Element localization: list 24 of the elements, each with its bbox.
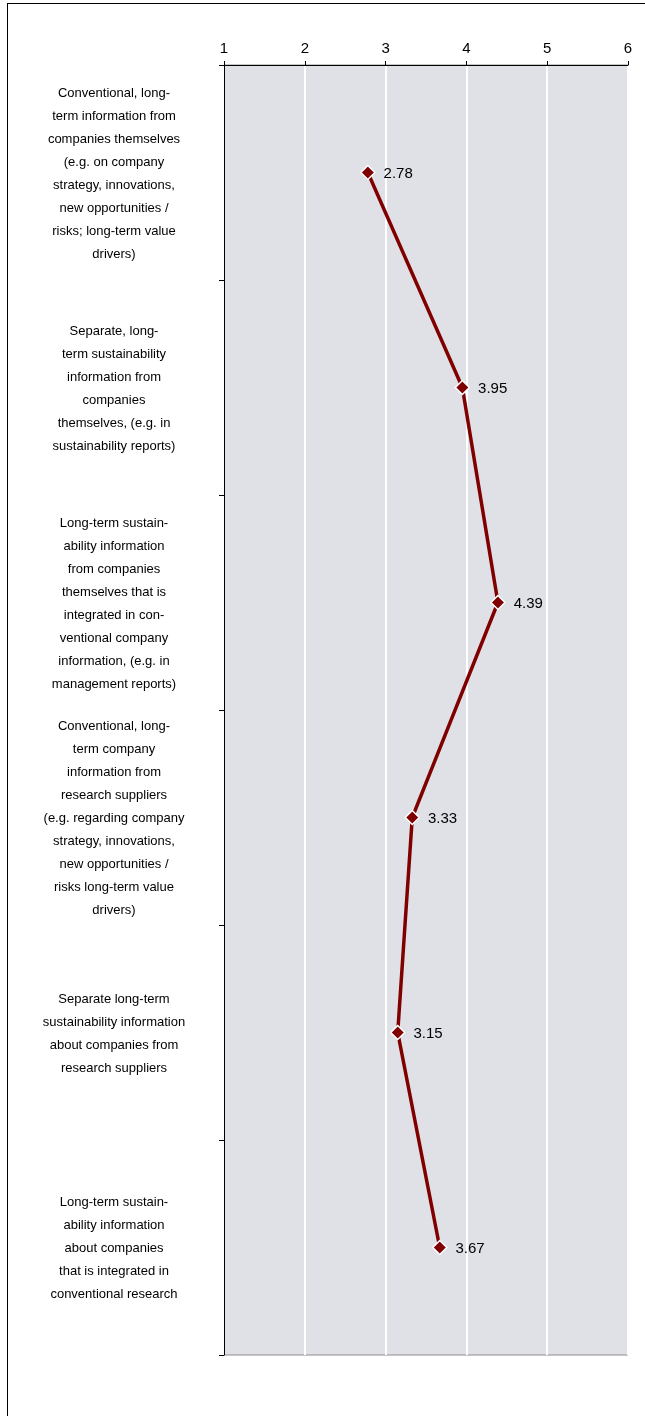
x-tick-label: 5 bbox=[543, 39, 552, 56]
x-tick-label: 6 bbox=[623, 39, 633, 56]
data-label: 2.78 bbox=[383, 164, 413, 181]
x-tick-label: 3 bbox=[381, 39, 390, 56]
x-tick-label: 4 bbox=[462, 39, 471, 56]
point bbox=[404, 809, 421, 826]
x-tick-label: 1 bbox=[219, 39, 229, 56]
y-tick-label: Separate, long- term sustainability information from companies themselves, (e.g. in sustainability reports) bbox=[52, 322, 176, 453]
y-tick-label: Separate long-term sustainability information about companies from research suppliers bbox=[42, 990, 186, 1075]
data-label: 3.95 bbox=[478, 379, 508, 396]
point bbox=[490, 594, 506, 611]
point bbox=[360, 164, 376, 181]
y-tick-label: Long-term sustain- ability information from companies themselves that is integrated in con- ventional company information, (e.g. in management reports) bbox=[51, 514, 177, 691]
data-label: 3.67 bbox=[455, 1239, 485, 1256]
x-tick-label: 2 bbox=[300, 39, 309, 56]
data-label: 4.39 bbox=[513, 594, 543, 611]
data-label: 3.33 bbox=[428, 809, 458, 826]
y-tick-label: Conventional, long- term information from companies themselves (e.g. on company strategy, innovations, new opportunities / risks; long-term value drivers) bbox=[47, 84, 181, 261]
data-label: 3.15 bbox=[413, 1024, 443, 1041]
point bbox=[431, 1239, 448, 1256]
point bbox=[454, 379, 471, 396]
point bbox=[389, 1024, 406, 1041]
category-label: Conventional, long- term company information from research suppliers (e.g. regarding company strategy, innovations, new opportunities / risks long-term value drivers) bbox=[43, 718, 185, 917]
y-tick-label: Long-term sustain- ability information about companies that is integrated in conventional research bbox=[50, 1194, 178, 1301]
